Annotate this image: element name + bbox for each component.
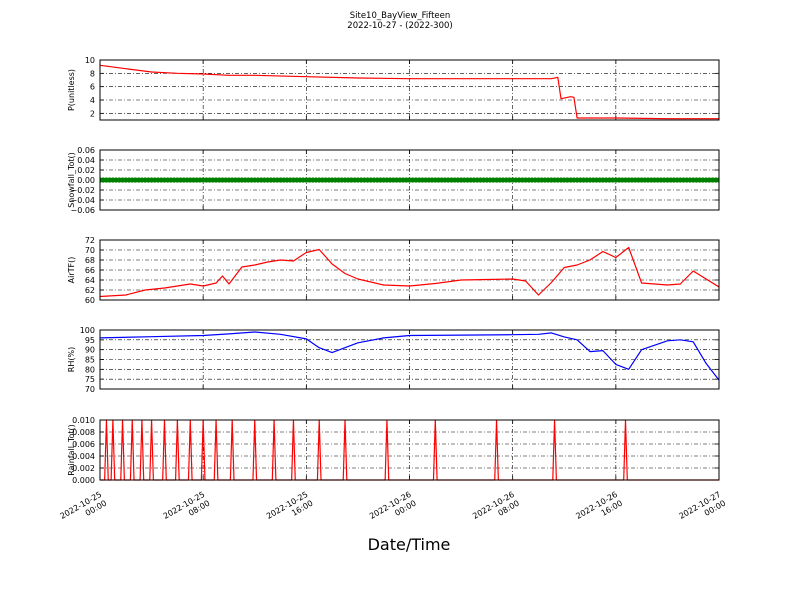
y-axis-label: Rainfall_Tot() — [67, 424, 76, 476]
y-axis-label: RH(%) — [67, 347, 76, 372]
y-tick-label: 64 — [85, 276, 95, 285]
y-tick-label: 0.008 — [72, 428, 95, 437]
y-tick-label: 2 — [90, 109, 95, 118]
x-axis-label: Date/Time — [368, 535, 451, 554]
y-axis-label: Snowfall_Tot() — [67, 152, 76, 208]
subplot-5: 0.000 0.002 0.004 0.006 0.008 0.010Rainfall_T… — [67, 416, 720, 485]
snowfall-series — [100, 177, 719, 183]
axes-frame — [99, 419, 720, 481]
y-tick-label: 0.002 — [72, 464, 95, 473]
y-tick-label: 8 — [90, 69, 95, 78]
series-line-1 — [100, 64, 719, 120]
y-tick-label: 0.000 — [72, 476, 95, 485]
y-axis-label: P(unitless) — [67, 69, 76, 111]
y-tick-label: 0.010 — [72, 416, 95, 425]
y-tick-label: 70 — [85, 385, 95, 394]
y-tick-label: −0.02 — [70, 186, 95, 195]
y-tick-label: 75 — [85, 375, 95, 384]
y-tick-label: −0.06 — [70, 206, 95, 215]
axes-frame — [99, 239, 720, 301]
y-tick-label: 0.06 — [77, 146, 95, 155]
y-tick-label: 68 — [85, 256, 95, 265]
y-tick-label: −0.04 — [70, 196, 95, 205]
chart-subtitle: 2022-10-27 - (2022-300) — [347, 21, 453, 31]
axes-frame — [99, 329, 720, 390]
y-tick-label: 0.04 — [77, 156, 95, 165]
y-tick-label: 70 — [85, 246, 95, 255]
y-axis-label: AirTF() — [67, 257, 76, 284]
y-tick-label: 95 — [85, 336, 95, 345]
y-tick-label: 60 — [85, 296, 95, 305]
y-tick-label: 90 — [85, 346, 95, 355]
y-tick-label: 0.00 — [77, 176, 95, 185]
y-tick-label: 80 — [85, 365, 95, 374]
y-tick-label: 10 — [85, 56, 95, 65]
y-tick-label: 100 — [80, 326, 95, 335]
subplot-1: 2 4 6 8 10 P(unitless) — [67, 56, 720, 121]
axes-frame — [99, 149, 720, 211]
y-tick-label: 85 — [85, 356, 95, 365]
chart-title: Site10_BayView_Fifteen — [349, 11, 451, 21]
y-tick-label: 62 — [85, 286, 95, 295]
y-tick-label: 4 — [90, 96, 95, 105]
y-tick-label: 0.004 — [72, 452, 95, 461]
series-line-4 — [100, 331, 719, 381]
axes-frame — [99, 59, 720, 121]
y-tick-label: 66 — [85, 266, 95, 275]
y-tick-label: 0.006 — [72, 440, 95, 449]
series-line-3 — [100, 246, 719, 298]
y-tick-label: 0.02 — [77, 166, 95, 175]
data-point — [716, 177, 719, 183]
subplot-2: −0.06−0.04−0.020.000.020.040.06Snowfall_… — [67, 146, 720, 215]
y-tick-label: 72 — [85, 236, 95, 245]
y-tick-label: 6 — [90, 83, 95, 92]
